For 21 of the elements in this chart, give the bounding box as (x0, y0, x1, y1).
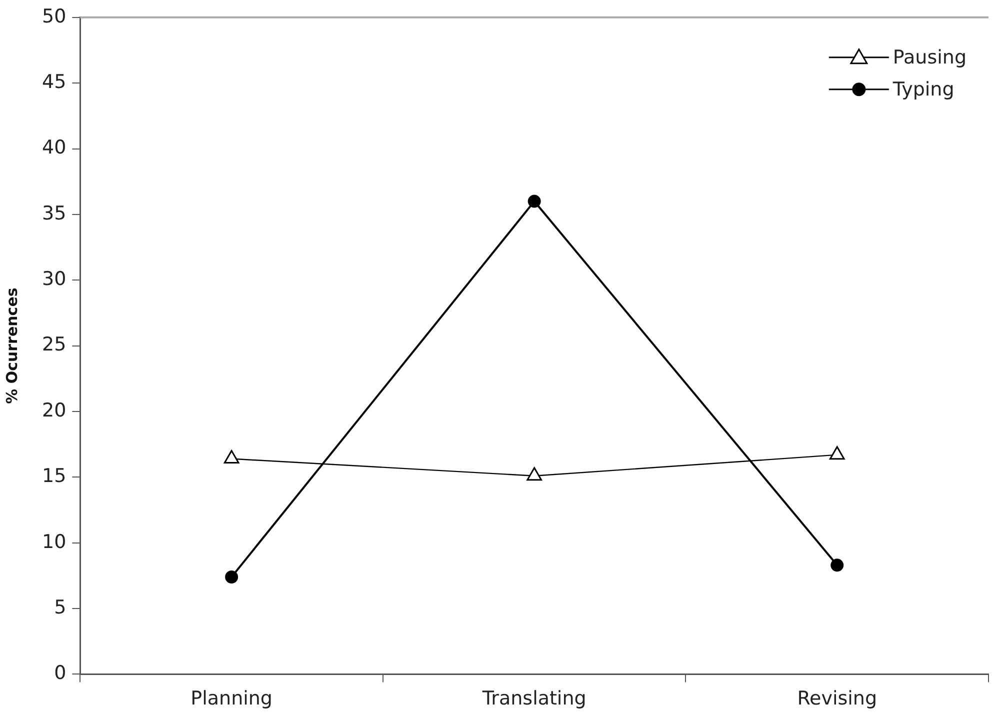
y-tick-label: 15 (42, 465, 66, 488)
y-tick-label: 45 (42, 71, 66, 94)
x-tick-label: Revising (797, 688, 878, 710)
y-tick-label: 50 (42, 5, 66, 28)
legend-label: Typing (892, 78, 954, 100)
x-tick-label: Translating (481, 688, 586, 710)
y-tick-label: 30 (42, 268, 66, 290)
x-tick-label: Planning (190, 688, 272, 710)
y-tick-label: 5 (54, 596, 66, 618)
y-tick-label: 40 (42, 136, 66, 159)
y-tick-label: 0 (54, 662, 66, 684)
y-axis-title: % Ocurrences (2, 288, 21, 404)
y-tick-label: 35 (42, 202, 66, 224)
y-tick-label: 20 (42, 399, 66, 422)
legend-label: Pausing (892, 46, 967, 68)
point (829, 446, 845, 460)
point (528, 194, 541, 208)
point (526, 467, 542, 481)
y-tick-label: 10 (42, 530, 66, 553)
point (224, 450, 240, 464)
y-tick-label: 25 (42, 334, 66, 356)
